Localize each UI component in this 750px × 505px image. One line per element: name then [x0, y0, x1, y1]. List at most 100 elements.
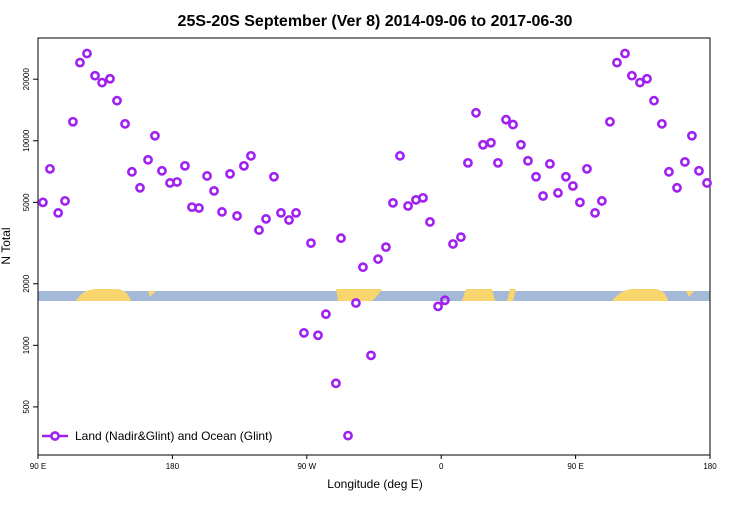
- point: [501, 114, 511, 125]
- point: [336, 233, 346, 244]
- point: [463, 157, 473, 168]
- legend-marker: [50, 431, 60, 441]
- point: [202, 171, 212, 181]
- point: [68, 116, 78, 127]
- point: [321, 309, 331, 320]
- point: [232, 211, 242, 221]
- point: [172, 177, 182, 187]
- point: [649, 95, 659, 106]
- y-tick-label: 1000: [22, 336, 31, 354]
- point: [680, 157, 690, 167]
- point: [418, 192, 428, 203]
- plot-frame: [37, 37, 711, 456]
- point: [702, 178, 712, 188]
- point: [284, 215, 294, 225]
- point: [508, 119, 518, 130]
- point: [291, 208, 301, 218]
- point: [456, 232, 466, 243]
- point: [433, 301, 443, 312]
- x-tick-label: 90 E: [567, 462, 583, 471]
- y-tick-label: 20000: [22, 68, 31, 91]
- point: [373, 254, 383, 264]
- point: [82, 48, 92, 59]
- land: [507, 289, 516, 301]
- point: [313, 330, 323, 341]
- point: [127, 166, 137, 177]
- point: [276, 208, 286, 218]
- point: [531, 171, 541, 182]
- point: [440, 295, 450, 306]
- point: [366, 350, 376, 361]
- point: [194, 203, 204, 213]
- point: [239, 160, 249, 171]
- x-tick-label: 90 E: [30, 462, 46, 471]
- point: [575, 197, 585, 208]
- point: [612, 57, 622, 68]
- land: [76, 289, 131, 301]
- point: [120, 118, 130, 129]
- point: [582, 163, 592, 174]
- point: [568, 181, 578, 191]
- point: [261, 214, 271, 224]
- point: [523, 155, 533, 166]
- land: [148, 291, 156, 297]
- point: [143, 154, 153, 165]
- point: [225, 168, 235, 179]
- point: [642, 73, 652, 84]
- point: [246, 150, 256, 161]
- x-tick-label: 180: [703, 462, 717, 471]
- point: [351, 298, 361, 308]
- x-tick-label: 90 W: [297, 462, 316, 471]
- point: [209, 185, 219, 196]
- point: [38, 197, 48, 208]
- point: [395, 150, 405, 161]
- point: [217, 207, 227, 217]
- point: [60, 196, 70, 206]
- point: [620, 48, 630, 59]
- point: [486, 137, 496, 148]
- point: [694, 165, 704, 176]
- point: [538, 191, 548, 201]
- land: [612, 289, 668, 301]
- y-axis-label: N Total: [0, 227, 13, 264]
- land: [686, 291, 694, 297]
- point: [403, 201, 413, 211]
- point: [45, 163, 55, 174]
- point: [516, 139, 526, 150]
- point: [135, 182, 145, 193]
- point: [358, 262, 368, 273]
- point: [381, 242, 391, 253]
- chart-title: 25S-20S September (Ver 8) 2014-09-06 to …: [178, 13, 573, 30]
- x-axis-label: Longitude (deg E): [327, 477, 422, 491]
- point: [560, 171, 571, 182]
- x-tick-label: 0: [439, 462, 444, 471]
- point: [306, 238, 316, 249]
- point: [545, 158, 555, 169]
- point: [105, 73, 115, 84]
- point: [299, 328, 309, 338]
- point: [687, 130, 697, 141]
- point: [97, 77, 107, 88]
- point: [493, 157, 503, 168]
- point: [53, 208, 64, 218]
- point: [425, 217, 435, 227]
- point: [75, 57, 85, 68]
- point: [112, 95, 122, 106]
- point: [448, 239, 458, 249]
- y-tick-label: 500: [22, 400, 31, 414]
- land-ocean-strip: [38, 289, 710, 301]
- point: [343, 430, 353, 441]
- point: [553, 188, 563, 198]
- point: [657, 118, 667, 129]
- y-tick-label: 5000: [22, 193, 31, 211]
- point: [388, 197, 398, 208]
- point: [269, 171, 279, 182]
- point: [254, 225, 264, 235]
- y-tick-label: 2000: [22, 274, 31, 292]
- x-tick-label: 180: [166, 462, 180, 471]
- point: [150, 130, 160, 141]
- point: [672, 182, 682, 193]
- point: [90, 70, 100, 81]
